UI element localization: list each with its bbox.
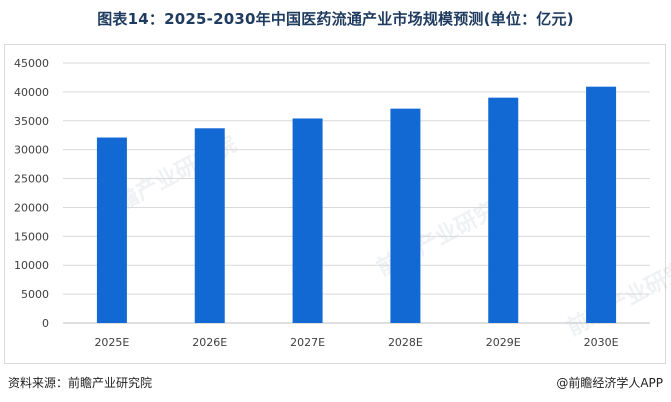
source-note: 资料来源：前瞻产业研究院 <box>8 376 153 390</box>
x-tick-label: 2029E <box>486 336 521 349</box>
x-tick-label: 2028E <box>388 336 423 349</box>
x-tick-label: 2026E <box>192 336 227 349</box>
y-tick-label: 35000 <box>14 115 49 128</box>
x-tick-label: 2030E <box>584 336 619 349</box>
y-tick-label: 5000 <box>21 288 49 301</box>
bar-2026E <box>194 128 225 323</box>
y-tick-label: 25000 <box>14 173 49 186</box>
y-tick-label: 15000 <box>14 230 49 243</box>
bar-2027E <box>292 118 323 323</box>
y-tick-label: 10000 <box>14 259 49 272</box>
y-tick-label: 20000 <box>14 201 49 214</box>
credit-note: @前瞻经济学人APP <box>556 376 663 390</box>
chart-title: 图表14：2025-2030年中国医药流通产业市场规模预测(单位：亿元) <box>97 10 574 28</box>
x-tick-label: 2027E <box>290 336 325 349</box>
bar-2030E <box>586 86 617 323</box>
y-tick-label: 0 <box>42 317 49 330</box>
y-tick-label: 45000 <box>14 57 49 70</box>
bar-2028E <box>390 108 421 324</box>
bar-2025E <box>96 137 127 323</box>
bar-2029E <box>488 97 519 324</box>
x-tick-label: 2025E <box>94 336 129 349</box>
y-tick-label: 40000 <box>14 86 49 99</box>
y-tick-label: 30000 <box>14 144 49 157</box>
